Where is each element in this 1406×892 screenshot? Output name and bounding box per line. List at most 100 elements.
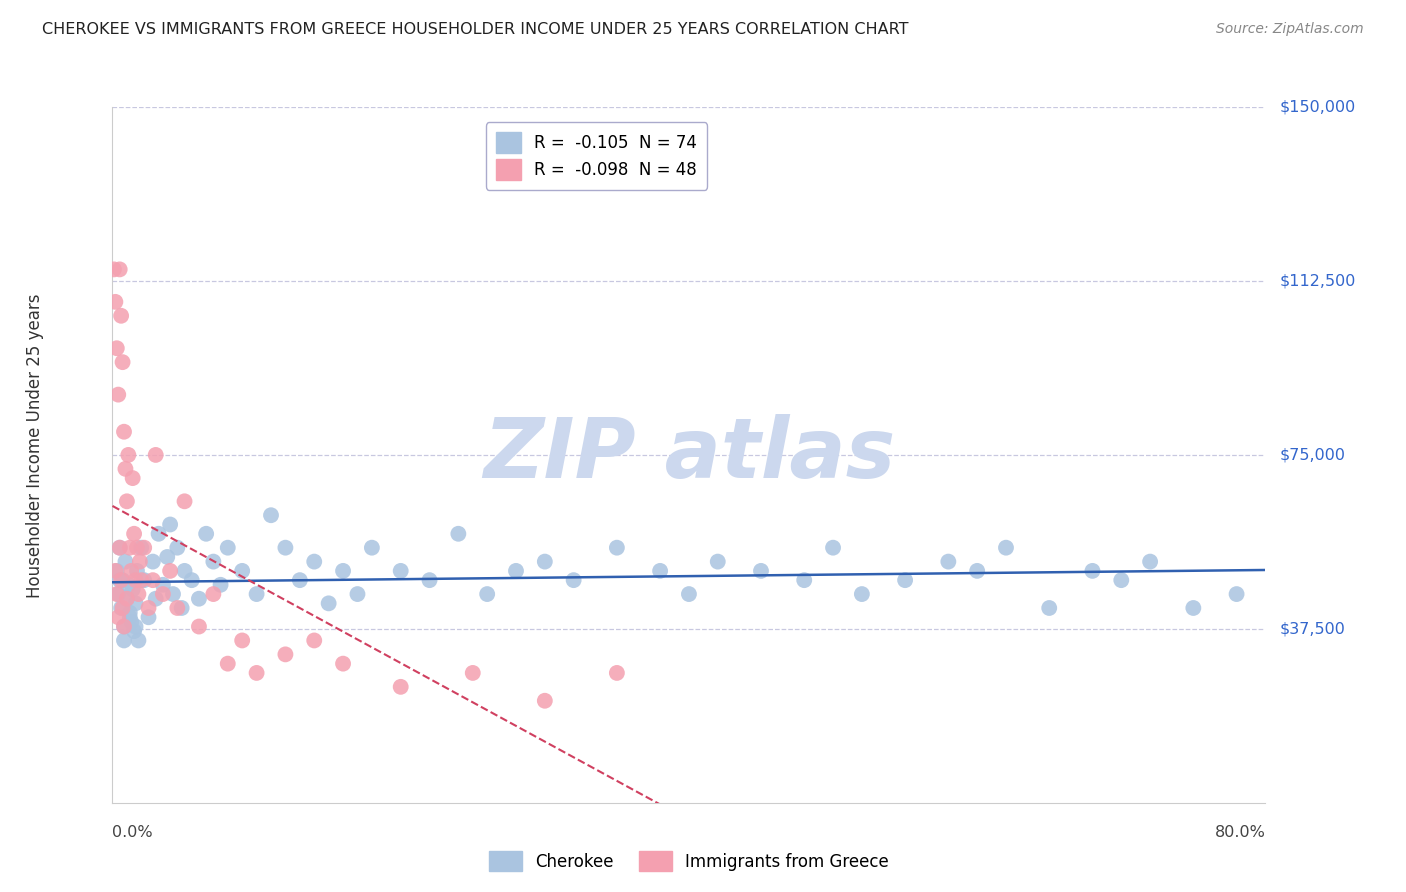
Point (105, 587, 128, 601)
Point (110, 573, 132, 587)
Point (173, 494, 195, 508)
Point (288, 573, 311, 587)
Point (124, 619, 146, 633)
Point (114, 555, 136, 569)
Point (114, 462, 136, 476)
Text: $150,000: $150,000 (1279, 100, 1355, 114)
Point (105, 564, 128, 578)
Point (332, 564, 354, 578)
Point (851, 587, 873, 601)
Point (128, 555, 150, 569)
Point (152, 587, 174, 601)
Text: ZIP atlas: ZIP atlas (482, 415, 896, 495)
Point (134, 541, 156, 555)
Point (245, 587, 267, 601)
Point (505, 564, 527, 578)
Point (360, 541, 382, 555)
Point (118, 606, 141, 620)
Point (648, 564, 672, 578)
Point (166, 601, 188, 615)
Point (202, 555, 225, 569)
Point (821, 541, 844, 555)
Text: $75,000: $75,000 (1279, 448, 1346, 462)
Point (125, 564, 148, 578)
Point (231, 633, 253, 648)
Point (678, 587, 700, 601)
Point (1111, 573, 1133, 587)
Point (217, 657, 239, 671)
Point (112, 425, 135, 439)
Point (152, 578, 174, 592)
Point (562, 573, 585, 587)
Point (117, 448, 139, 462)
Point (389, 564, 412, 578)
Point (124, 573, 146, 587)
Text: Source: ZipAtlas.com: Source: ZipAtlas.com (1216, 22, 1364, 37)
Point (245, 665, 267, 680)
Point (148, 526, 170, 541)
Point (173, 564, 195, 578)
Point (706, 555, 728, 569)
Point (304, 633, 326, 648)
Point (475, 587, 498, 601)
Point (134, 573, 156, 587)
Point (304, 555, 326, 569)
Point (1081, 564, 1104, 578)
Point (202, 587, 225, 601)
Point (606, 541, 628, 555)
Point (111, 601, 134, 615)
Point (118, 610, 141, 624)
Point (112, 619, 135, 633)
Point (122, 624, 145, 639)
Text: $112,500: $112,500 (1279, 274, 1355, 288)
Point (107, 587, 129, 601)
Point (159, 564, 181, 578)
Point (419, 573, 441, 587)
Text: Householder Income Under 25 years: Householder Income Under 25 years (27, 293, 44, 599)
Point (533, 694, 555, 708)
Point (793, 573, 815, 587)
Point (129, 541, 153, 555)
Point (1182, 601, 1205, 615)
Text: 80.0%: 80.0% (1215, 825, 1265, 840)
Point (231, 564, 253, 578)
Point (217, 541, 239, 555)
Point (142, 573, 165, 587)
Point (145, 448, 167, 462)
Point (125, 541, 148, 555)
Point (122, 526, 145, 541)
Point (104, 294, 127, 309)
Point (108, 541, 131, 555)
Point (260, 508, 283, 523)
Point (346, 587, 368, 601)
Text: $37,500: $37,500 (1279, 622, 1346, 636)
Point (142, 555, 165, 569)
Point (121, 582, 143, 597)
Point (318, 596, 340, 610)
Point (188, 591, 211, 606)
Point (118, 541, 141, 555)
Point (162, 587, 184, 601)
Point (108, 541, 131, 555)
Text: CHEROKEE VS IMMIGRANTS FROM GREECE HOUSEHOLDER INCOME UNDER 25 YEARS CORRELATION: CHEROKEE VS IMMIGRANTS FROM GREECE HOUSE… (42, 22, 908, 37)
Point (124, 596, 146, 610)
Point (104, 564, 127, 578)
Point (145, 591, 167, 606)
Point (195, 526, 218, 541)
Point (966, 564, 988, 578)
Point (894, 573, 917, 587)
Point (936, 555, 959, 569)
Point (108, 573, 131, 587)
Point (188, 619, 211, 633)
Point (180, 573, 202, 587)
Point (447, 526, 470, 541)
Point (112, 619, 135, 633)
Point (111, 355, 134, 369)
Point (209, 578, 232, 592)
Point (105, 341, 128, 355)
Point (121, 471, 143, 485)
Point (138, 601, 160, 615)
Point (274, 648, 297, 662)
Point (749, 564, 772, 578)
Point (110, 601, 132, 615)
